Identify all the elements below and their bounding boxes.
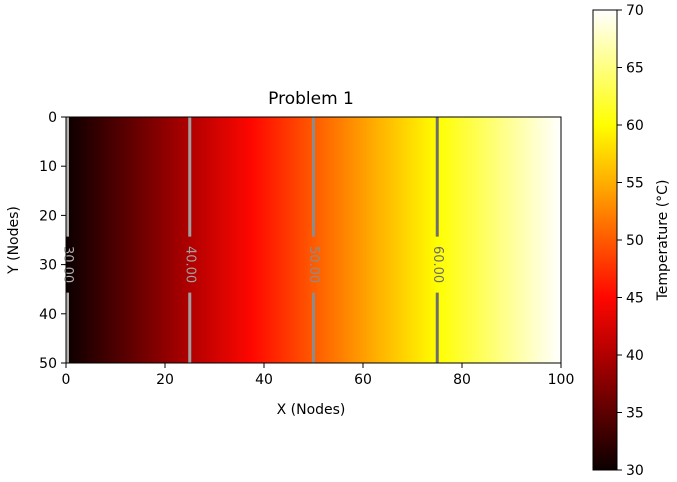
- colorbar-tick-label: 60: [626, 118, 644, 134]
- x-tick-label: 0: [62, 372, 71, 388]
- colorbar-label: Temperature (°C): [655, 180, 671, 302]
- x-tick-label: 100: [548, 372, 575, 388]
- colorbar-tick-label: 50: [626, 233, 644, 249]
- y-tick-label: 0: [48, 110, 57, 126]
- colorbar-tick-label: 70: [626, 3, 644, 19]
- x-axis-ticks: 0 20 40 60 80 100: [62, 363, 575, 388]
- y-axis-label: Y (Nodes): [6, 206, 22, 275]
- colorbar-tick-label: 65: [626, 61, 644, 77]
- x-tick-label: 20: [156, 372, 174, 388]
- x-tick-label: 60: [354, 372, 372, 388]
- y-tick-label: 50: [39, 356, 57, 372]
- y-tick-label: 30: [39, 258, 57, 274]
- plot-frame: [65, 116, 562, 364]
- colorbar-tick-label: 30: [626, 463, 644, 479]
- x-tick-label: 40: [255, 372, 273, 388]
- x-axis-label: X (Nodes): [277, 402, 346, 418]
- colorbar-tick-label: 40: [626, 348, 644, 364]
- colorbar-tick-label: 45: [626, 291, 644, 307]
- y-tick-label: 40: [39, 307, 57, 323]
- colorbar-tick-label: 35: [626, 406, 644, 422]
- x-tick-label: 80: [453, 372, 471, 388]
- y-tick-label: 20: [39, 208, 57, 224]
- y-axis-ticks: 0 10 20 30 40 50: [39, 110, 66, 372]
- contour-label: 60.00: [430, 246, 445, 283]
- colorbar-tick-label: 55: [626, 176, 644, 192]
- contour-label: 40.00: [182, 246, 197, 283]
- contour-label: 50.00: [306, 246, 321, 283]
- contour-label: 30.00: [60, 246, 75, 283]
- colorbar-ticks: 30 35 40 45 50 55 60 65 70: [617, 3, 644, 479]
- contour-lines: 30.00 40.00 50.00 60.00: [60, 117, 445, 363]
- chart-title: Problem 1: [268, 89, 354, 109]
- colorbar: [592, 9, 618, 471]
- y-tick-label: 10: [39, 159, 57, 175]
